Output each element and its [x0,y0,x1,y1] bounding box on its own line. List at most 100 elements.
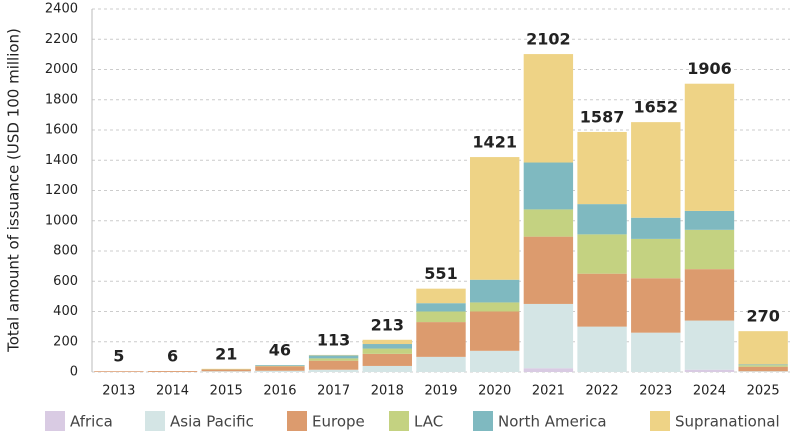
y-tick-label: 0 [70,365,78,380]
bar-segment [255,370,305,372]
bar-segment [362,365,413,372]
bar-segment [362,353,413,366]
bar-segment [469,157,520,280]
bar-segment [577,234,627,274]
x-tick-label: 2024 [693,384,726,399]
x-tick-label: 2016 [263,384,296,399]
x-tick-label: 2017 [317,384,350,399]
bar-segment [523,54,574,163]
bar-segment [469,302,520,312]
legend-label: Supranational [675,413,780,431]
bar-segment [416,288,466,304]
bar-segment [631,122,681,218]
x-tick-label: 2021 [532,384,565,399]
bar-segment [738,371,788,372]
y-tick-label: 2200 [45,32,78,47]
bar-segment [738,331,788,365]
bar-segment [201,369,251,372]
legend-label: Africa [70,413,113,431]
y-tick-label: 2000 [45,62,78,77]
bar-segment [523,162,574,210]
total-label: 1421 [472,133,517,152]
legend-swatch [145,411,165,431]
legend-swatch [650,411,670,431]
x-tick-label: 2019 [424,384,457,399]
bar-segment [684,320,735,370]
legend-label: North America [498,413,607,431]
bar-segment [416,322,466,357]
bar-segment [255,365,305,366]
bar-segment [469,279,520,303]
bar-segment [684,229,735,270]
bar-segment [469,350,520,372]
bar-segment [523,303,574,369]
bar-segment [684,210,735,230]
x-tick-label: 2022 [586,384,619,399]
y-axis-title: Total amount of issuance (USD 100 millio… [5,28,23,353]
bar-segment [684,369,735,372]
legend-swatch [45,411,65,431]
bar-segment [362,348,413,354]
legend-swatch [287,411,307,431]
y-tick-label: 200 [53,334,78,349]
bar-segment [416,311,466,323]
bar-segment [523,236,574,304]
x-tick-label: 2015 [210,384,243,399]
total-label: 1652 [634,98,679,117]
y-tick-label: 2400 [45,2,78,17]
bar-segment [255,366,305,371]
bar-segment [308,355,359,359]
x-tick-label: 2020 [478,384,511,399]
bar-segment [308,369,359,372]
total-label: 1906 [687,59,732,78]
x-tick-label: 2018 [371,384,404,399]
legend-label: Asia Pacific [170,413,254,431]
bar-segment [577,273,627,327]
bar-segment [577,326,627,372]
bar-segment [469,311,520,351]
total-label: 1587 [580,107,625,126]
y-tick-label: 400 [53,304,78,319]
y-tick-label: 1400 [45,153,78,168]
bar-segment [416,356,466,372]
total-label: 551 [424,264,457,283]
bar-segment [523,368,574,372]
x-tick-label: 2025 [747,384,780,399]
bar-segment [362,339,413,345]
bar-segment [416,303,466,312]
total-label: 2102 [526,30,571,49]
bar-segment [147,371,198,372]
total-label: 21 [215,344,237,363]
legend-swatch [473,411,493,431]
y-tick-label: 600 [53,274,78,289]
bar-segment [308,360,359,370]
bar-segment [201,371,251,372]
total-label: 46 [269,341,291,360]
total-label: 113 [317,330,350,349]
bar-segment [631,238,681,279]
y-tick-label: 1200 [45,183,78,198]
legend-label: Europe [312,413,365,431]
y-tick-label: 1600 [45,123,78,138]
total-label: 6 [167,347,178,366]
legend-label: LAC [414,413,443,431]
total-label: 213 [371,315,404,334]
bar-segment [94,371,144,372]
bar-segment [631,332,681,372]
total-label: 5 [113,347,124,366]
bar-segment [738,365,788,367]
y-tick-label: 1800 [45,92,78,107]
x-tick-label: 2013 [102,384,135,399]
total-label: 270 [746,307,779,326]
bar-segment [738,366,788,372]
bar-segment [577,131,627,205]
bar-segment [523,209,574,237]
bar-segment [577,204,627,235]
bar-segment [684,83,735,211]
legend-swatch [389,411,409,431]
bar-segment [631,278,681,333]
x-tick-label: 2023 [639,384,672,399]
y-tick-label: 800 [53,244,78,259]
bar-segment [684,269,735,321]
